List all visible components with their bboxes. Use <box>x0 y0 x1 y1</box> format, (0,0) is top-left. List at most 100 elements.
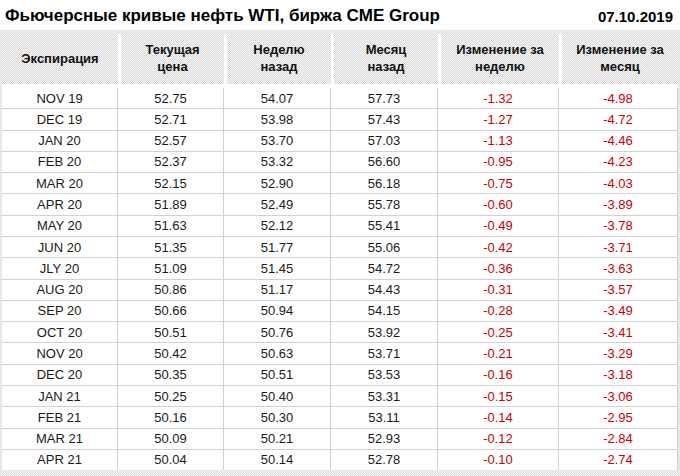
table-row: MAR 2150.0950.2152.93-0.12-2.84 <box>2 429 678 450</box>
table-row: FEB 2052.3753.3256.60-0.95-4.23 <box>2 152 678 173</box>
table-body: NOV 1952.7554.0757.73-1.32-4.98DEC 1952.… <box>2 86 678 470</box>
cell-value: -3.49 <box>559 301 678 321</box>
cell-value: 50.14 <box>224 450 331 470</box>
cell-value: 50.51 <box>118 322 224 342</box>
table-row: SEP 2050.6650.9454.15-0.28-3.49 <box>2 301 678 322</box>
cell-value: -3.41 <box>559 322 678 342</box>
cell-value: -3.18 <box>559 365 678 385</box>
cell-value: -0.10 <box>438 450 559 470</box>
cell-expiration: MAR 21 <box>2 429 118 449</box>
table-row: NOV 1952.7554.0757.73-1.32-4.98 <box>2 88 678 109</box>
cell-value: -1.32 <box>438 88 559 108</box>
cell-value: 50.21 <box>224 429 331 449</box>
table-row: OCT 2050.5150.7653.92-0.25-3.41 <box>2 322 678 343</box>
cell-value: 50.51 <box>224 365 331 385</box>
table-row: APR 2051.8952.4955.78-0.60-3.89 <box>2 194 678 215</box>
cell-value: 56.60 <box>331 152 438 172</box>
cell-expiration: FEB 21 <box>2 407 118 427</box>
cell-value: 56.18 <box>331 173 438 193</box>
cell-value: 53.31 <box>331 386 438 406</box>
cell-value: 57.03 <box>331 131 438 151</box>
cell-value: 57.43 <box>331 109 438 129</box>
cell-value: 50.40 <box>224 386 331 406</box>
cell-value: -4.23 <box>559 152 678 172</box>
cell-value: 52.93 <box>331 429 438 449</box>
cell-value: 54.07 <box>224 88 331 108</box>
cell-value: 51.35 <box>118 237 224 257</box>
table-row: DEC 1952.7153.9857.43-1.27-4.72 <box>2 109 678 130</box>
cell-expiration: NOV 20 <box>2 343 118 363</box>
cell-value: 53.32 <box>224 152 331 172</box>
report-page: Фьючерсные кривые нефть WTI, биржа CME G… <box>0 0 680 476</box>
cell-value: -3.29 <box>559 343 678 363</box>
report-date: 07.10.2019 <box>598 8 675 25</box>
cell-value: -3.89 <box>559 194 678 214</box>
cell-value: -3.57 <box>559 280 678 300</box>
cell-value: 50.63 <box>224 343 331 363</box>
cell-value: -2.95 <box>559 407 678 427</box>
table-row: AUG 2050.8651.1754.43-0.31-3.57 <box>2 280 678 301</box>
cell-expiration: JAN 20 <box>2 131 118 151</box>
cell-value: 52.49 <box>224 194 331 214</box>
cell-value: -0.12 <box>438 429 559 449</box>
page-title: Фьючерсные кривые нефть WTI, биржа CME G… <box>5 6 440 26</box>
cell-value: -3.71 <box>559 237 678 257</box>
cell-value: 53.71 <box>331 343 438 363</box>
cell-value: 55.06 <box>331 237 438 257</box>
table-row: NOV 2050.4250.6353.71-0.21-3.29 <box>2 343 678 364</box>
cell-expiration: DEC 20 <box>2 365 118 385</box>
cell-value: 51.89 <box>118 194 224 214</box>
cell-value: 50.35 <box>118 365 224 385</box>
cell-value: -0.28 <box>438 301 559 321</box>
cell-expiration: SEP 20 <box>2 301 118 321</box>
column-header-month-ago: Месяц назад <box>331 34 438 84</box>
cell-value: 50.66 <box>118 301 224 321</box>
column-header-current-price: Текущая цена <box>118 34 224 84</box>
cell-value: 52.90 <box>224 173 331 193</box>
cell-value: 52.37 <box>118 152 224 172</box>
cell-expiration: JAN 21 <box>2 386 118 406</box>
cell-value: 51.17 <box>224 280 331 300</box>
cell-expiration: AUG 20 <box>2 280 118 300</box>
column-header-week-change: Изменение за неделю <box>438 34 559 84</box>
cell-value: 50.25 <box>118 386 224 406</box>
cell-value: -0.42 <box>438 237 559 257</box>
table-row: MAY 2051.6352.1255.41-0.49-3.78 <box>2 216 678 237</box>
column-header-month-change: Изменение за месяц <box>559 34 678 84</box>
cell-value: -3.78 <box>559 216 678 236</box>
cell-value: 50.42 <box>118 343 224 363</box>
cell-value: 57.73 <box>331 88 438 108</box>
table-row: JUN 2051.3551.7755.06-0.42-3.71 <box>2 237 678 258</box>
cell-value: 55.41 <box>331 216 438 236</box>
cell-value: 50.04 <box>118 450 224 470</box>
title-bar: Фьючерсные кривые нефть WTI, биржа CME G… <box>0 0 680 30</box>
cell-value: -0.25 <box>438 322 559 342</box>
cell-value: -0.15 <box>438 386 559 406</box>
table-row: JAN 2150.2550.4053.31-0.15-3.06 <box>2 386 678 407</box>
cell-value: -4.03 <box>559 173 678 193</box>
column-header-expiration: Экспирация <box>2 34 118 84</box>
cell-value: -0.31 <box>438 280 559 300</box>
cell-expiration: FEB 20 <box>2 152 118 172</box>
cell-value: 51.45 <box>224 258 331 278</box>
cell-value: 50.16 <box>118 407 224 427</box>
table-row: APR 2150.0450.1452.78-0.10-2.74 <box>2 450 678 470</box>
cell-value: 53.70 <box>224 131 331 151</box>
column-header-week-ago: Неделю назад <box>224 34 331 84</box>
cell-value: -0.49 <box>438 216 559 236</box>
cell-value: -0.16 <box>438 365 559 385</box>
table-row: DEC 2050.3550.5153.53-0.16-3.18 <box>2 365 678 386</box>
cell-expiration: JUN 20 <box>2 237 118 257</box>
cell-value: 50.30 <box>224 407 331 427</box>
table-row: JLY 2051.0951.4554.72-0.36-3.63 <box>2 258 678 279</box>
cell-value: 54.72 <box>331 258 438 278</box>
cell-expiration: NOV 19 <box>2 88 118 108</box>
cell-expiration: MAR 20 <box>2 173 118 193</box>
cell-value: 50.09 <box>118 429 224 449</box>
cell-value: -2.74 <box>559 450 678 470</box>
cell-value: 52.15 <box>118 173 224 193</box>
cell-value: 53.11 <box>331 407 438 427</box>
cell-value: 52.71 <box>118 109 224 129</box>
cell-value: 50.86 <box>118 280 224 300</box>
table-row: MAR 2052.1552.9056.18-0.75-4.03 <box>2 173 678 194</box>
